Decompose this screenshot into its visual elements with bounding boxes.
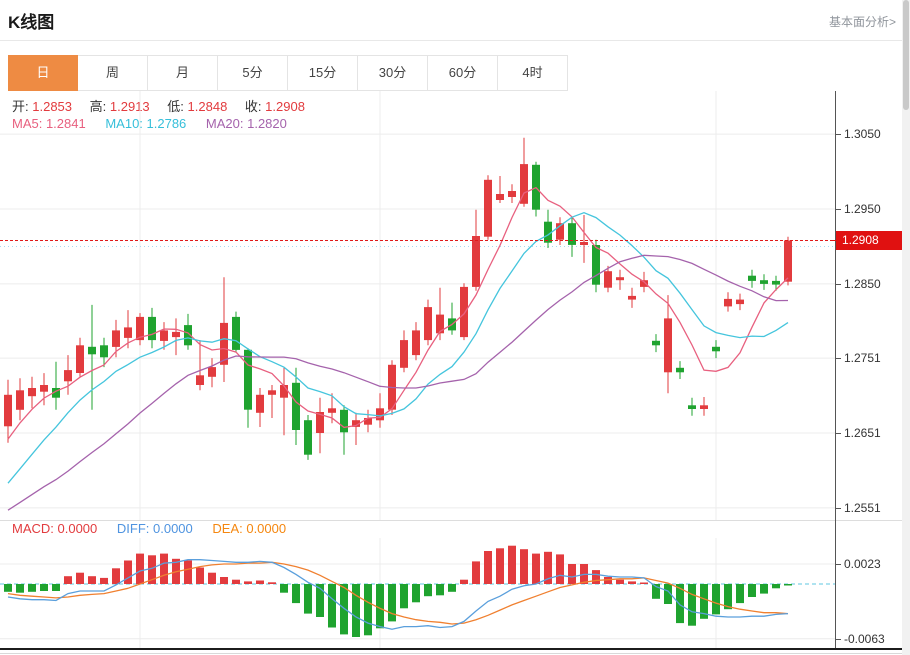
- current-price-badge: 1.2908: [836, 231, 902, 250]
- high-label: 高:: [89, 99, 107, 114]
- tab-day[interactable]: 日: [8, 55, 78, 91]
- open-value: 1.2853: [32, 99, 73, 114]
- macd-chart[interactable]: [0, 538, 836, 648]
- scrollbar-thumb[interactable]: [903, 0, 909, 110]
- interval-tab-bar: 日 周 月 5分 15分 30分 60分 4时: [8, 55, 568, 91]
- close-value: 1.2908: [265, 99, 305, 114]
- page-title: K线图: [8, 13, 55, 32]
- x-axis-line: [0, 648, 903, 650]
- tab-60min[interactable]: 60分: [428, 55, 498, 91]
- axis-tick: [836, 134, 841, 135]
- axis-tick: [836, 209, 841, 210]
- tab-week[interactable]: 周: [78, 55, 148, 91]
- axis-tick-label: 1.2751: [844, 351, 881, 365]
- candlestick-chart[interactable]: [0, 91, 836, 521]
- axis-tick-label: 1.3050: [844, 127, 881, 141]
- diff-value: DIFF: 0.0000: [116, 521, 193, 536]
- axis-tick: [836, 564, 841, 565]
- low-value: 1.2848: [187, 99, 228, 114]
- tab-4hour[interactable]: 4时: [498, 55, 568, 91]
- macd-value: MACD: 0.0000: [12, 521, 98, 536]
- axis-tick-label: -0.0063: [844, 632, 885, 646]
- y-axis-line: [835, 91, 836, 648]
- bottom-border: [0, 653, 910, 654]
- ma-readout: MA5: 1.2841 MA10: 1.2786 MA20: 1.2820: [12, 116, 287, 131]
- ma20-value: MA20: 1.2820: [205, 116, 287, 131]
- fundamental-analysis-link[interactable]: 基本面分析>: [828, 15, 896, 29]
- axis-tick-label: 1.2551: [844, 501, 881, 515]
- axis-tick: [836, 433, 841, 434]
- axis-tick-label: 1.2950: [844, 202, 881, 216]
- axis-tick: [836, 508, 841, 509]
- low-label: 低:: [167, 99, 184, 114]
- tab-month[interactable]: 月: [148, 55, 218, 91]
- axis-tick-label: 1.2850: [844, 277, 881, 291]
- axis-tick-label: 0.0023: [844, 557, 881, 571]
- tab-5min[interactable]: 5分: [218, 55, 288, 91]
- axis-tick: [836, 358, 841, 359]
- tab-15min[interactable]: 15分: [288, 55, 358, 91]
- macd-readout: MACD: 0.0000 DIFF: 0.0000 DEA: 0.0000: [12, 521, 286, 536]
- open-label: 开:: [12, 99, 29, 114]
- dea-value: DEA: 0.0000: [212, 521, 287, 536]
- close-label: 收:: [244, 99, 262, 114]
- axis-tick: [836, 284, 841, 285]
- ma5-value: MA5: 1.2841: [12, 116, 86, 131]
- tab-30min[interactable]: 30分: [358, 55, 428, 91]
- page-scrollbar[interactable]: [902, 0, 910, 655]
- ma10-value: MA10: 1.2786: [105, 116, 187, 131]
- panel-divider: [0, 520, 903, 521]
- current-price-tick: [830, 240, 836, 241]
- header-divider: [0, 40, 902, 41]
- axis-tick-label: 1.2651: [844, 426, 881, 440]
- ohlc-readout: 开: 1.2853 高: 1.2913 低: 1.2848 收: 1.2908: [12, 96, 319, 115]
- axis-tick: [836, 639, 841, 640]
